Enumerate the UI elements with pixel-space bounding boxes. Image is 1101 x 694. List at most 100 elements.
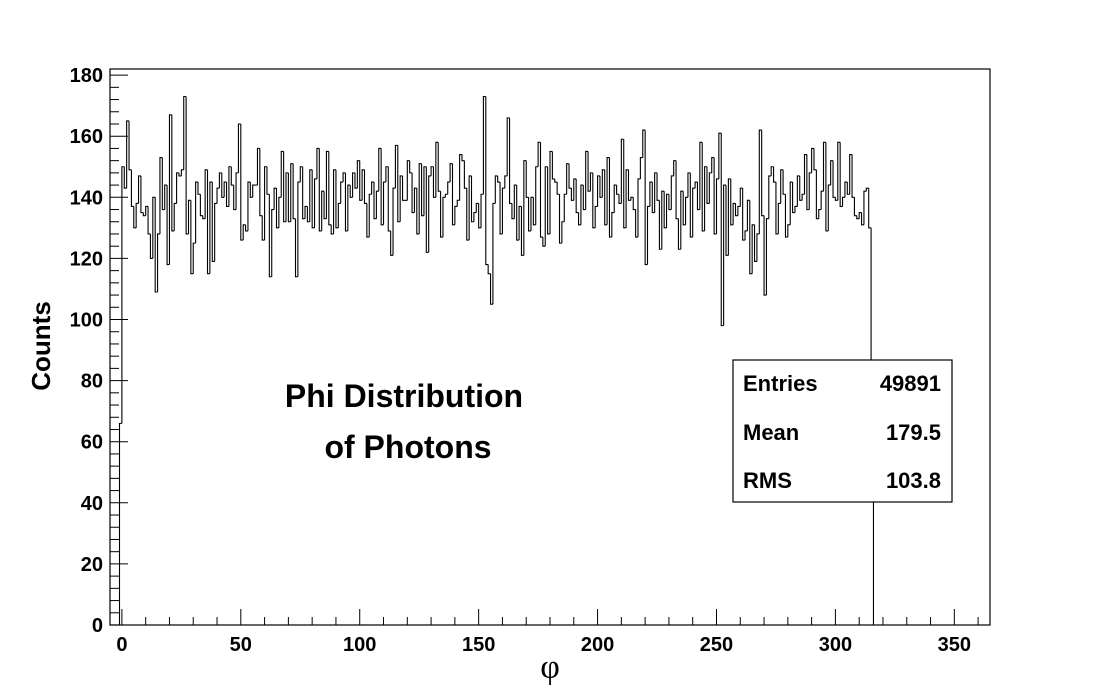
hist-bin bbox=[285, 172, 289, 222]
hist-bin bbox=[211, 182, 215, 263]
hist-bin bbox=[775, 182, 779, 235]
hist-bin bbox=[128, 120, 132, 171]
hist-bin bbox=[834, 197, 838, 201]
hist-bin bbox=[416, 188, 420, 235]
x-tick-label: 150 bbox=[462, 634, 495, 656]
hist-bin bbox=[718, 132, 722, 179]
annotation-line-2: of Photons bbox=[324, 429, 491, 465]
hist-bin bbox=[739, 187, 743, 207]
hist-bin bbox=[309, 169, 313, 222]
stats-entries-label: Entries bbox=[743, 371, 818, 396]
hist-bin bbox=[849, 153, 853, 195]
hist-bin bbox=[792, 182, 795, 214]
hist-bin bbox=[756, 233, 760, 262]
hist-bin bbox=[851, 154, 855, 198]
hist-bin bbox=[668, 194, 672, 211]
hist-bin bbox=[623, 139, 627, 229]
hist-bin bbox=[321, 190, 325, 231]
hist-bin bbox=[585, 150, 589, 210]
stats-box: Entries 49891 Mean 179.5 RMS 103.8 bbox=[732, 359, 953, 503]
hist-bin bbox=[454, 205, 458, 225]
hist-bin bbox=[197, 182, 201, 195]
hist-bin bbox=[130, 169, 134, 208]
hist-bin bbox=[737, 205, 741, 216]
hist-bin bbox=[311, 169, 315, 229]
hist-bin bbox=[516, 185, 520, 241]
hist-bin bbox=[841, 196, 845, 207]
hist-bin bbox=[271, 208, 275, 277]
hist-bin bbox=[451, 163, 455, 226]
hist-bin bbox=[297, 181, 301, 277]
hist-bin bbox=[147, 206, 151, 235]
hist-bin bbox=[335, 169, 339, 229]
hist-bin bbox=[763, 215, 767, 296]
hist-bin bbox=[171, 114, 175, 232]
hist-bin bbox=[456, 199, 460, 207]
hist-bin bbox=[732, 202, 736, 225]
hist-bin bbox=[861, 212, 864, 226]
hist-bin bbox=[409, 160, 413, 174]
hist-bin bbox=[753, 224, 757, 263]
hist-bin bbox=[225, 182, 229, 208]
hist-bin bbox=[699, 141, 703, 210]
hist-bin bbox=[425, 166, 429, 253]
hist-bin bbox=[696, 182, 700, 211]
y-tick-label: 180 bbox=[70, 65, 103, 87]
hist-bin bbox=[627, 169, 631, 201]
hist-bin bbox=[618, 194, 622, 204]
hist-bin bbox=[316, 147, 320, 179]
hist-bin bbox=[261, 215, 265, 241]
hist-bin bbox=[371, 181, 374, 195]
hist-bin bbox=[287, 172, 291, 223]
hist-bin bbox=[499, 182, 503, 235]
hist-bin bbox=[806, 154, 810, 211]
x-tick-label: 0 bbox=[116, 634, 127, 656]
hist-bin bbox=[594, 205, 598, 228]
stats-rms-label: RMS bbox=[743, 468, 792, 493]
hist-bin bbox=[359, 160, 363, 201]
hist-bin bbox=[789, 181, 793, 225]
hist-bin bbox=[687, 172, 691, 198]
hist-bin bbox=[430, 166, 434, 176]
hist-bin bbox=[497, 175, 501, 183]
x-axis-ticks bbox=[121, 609, 979, 625]
hist-bin bbox=[411, 172, 415, 214]
hist-bin bbox=[304, 205, 308, 219]
hist-bin bbox=[813, 148, 817, 171]
hist-bin bbox=[625, 169, 629, 228]
hist-bin bbox=[539, 142, 543, 238]
hist-bin bbox=[868, 188, 872, 229]
hist-bin bbox=[406, 160, 410, 201]
hist-bin bbox=[765, 218, 769, 296]
hist-bin bbox=[782, 169, 786, 195]
hist-bin bbox=[777, 202, 781, 234]
hist-bin bbox=[233, 185, 237, 211]
y-tick-label: 40 bbox=[81, 493, 103, 515]
hist-bin bbox=[149, 233, 153, 259]
hist-bin bbox=[734, 203, 738, 217]
hist-bin bbox=[354, 172, 358, 189]
hist-bin bbox=[397, 145, 401, 223]
hist-bin bbox=[758, 129, 762, 234]
y-tick-label: 100 bbox=[70, 310, 103, 332]
hist-bin bbox=[413, 187, 417, 213]
hist-bin bbox=[784, 194, 788, 238]
hist-bin bbox=[302, 166, 306, 220]
hist-bin bbox=[832, 160, 836, 198]
hist-bin bbox=[587, 151, 591, 192]
hist-bin bbox=[528, 197, 531, 232]
hist-bin bbox=[230, 166, 234, 186]
hist-bin bbox=[275, 188, 279, 229]
hist-bin bbox=[770, 166, 774, 176]
hist-bin bbox=[787, 224, 791, 238]
hist-bin bbox=[214, 202, 218, 262]
hist-bin bbox=[259, 148, 263, 217]
hist-bin bbox=[575, 178, 579, 214]
hist-bin bbox=[480, 193, 484, 228]
hist-bin bbox=[768, 175, 772, 219]
hist-bin bbox=[544, 166, 548, 247]
hist-bin bbox=[323, 191, 327, 220]
hist-bin bbox=[473, 212, 477, 222]
hist-bin bbox=[145, 205, 149, 216]
